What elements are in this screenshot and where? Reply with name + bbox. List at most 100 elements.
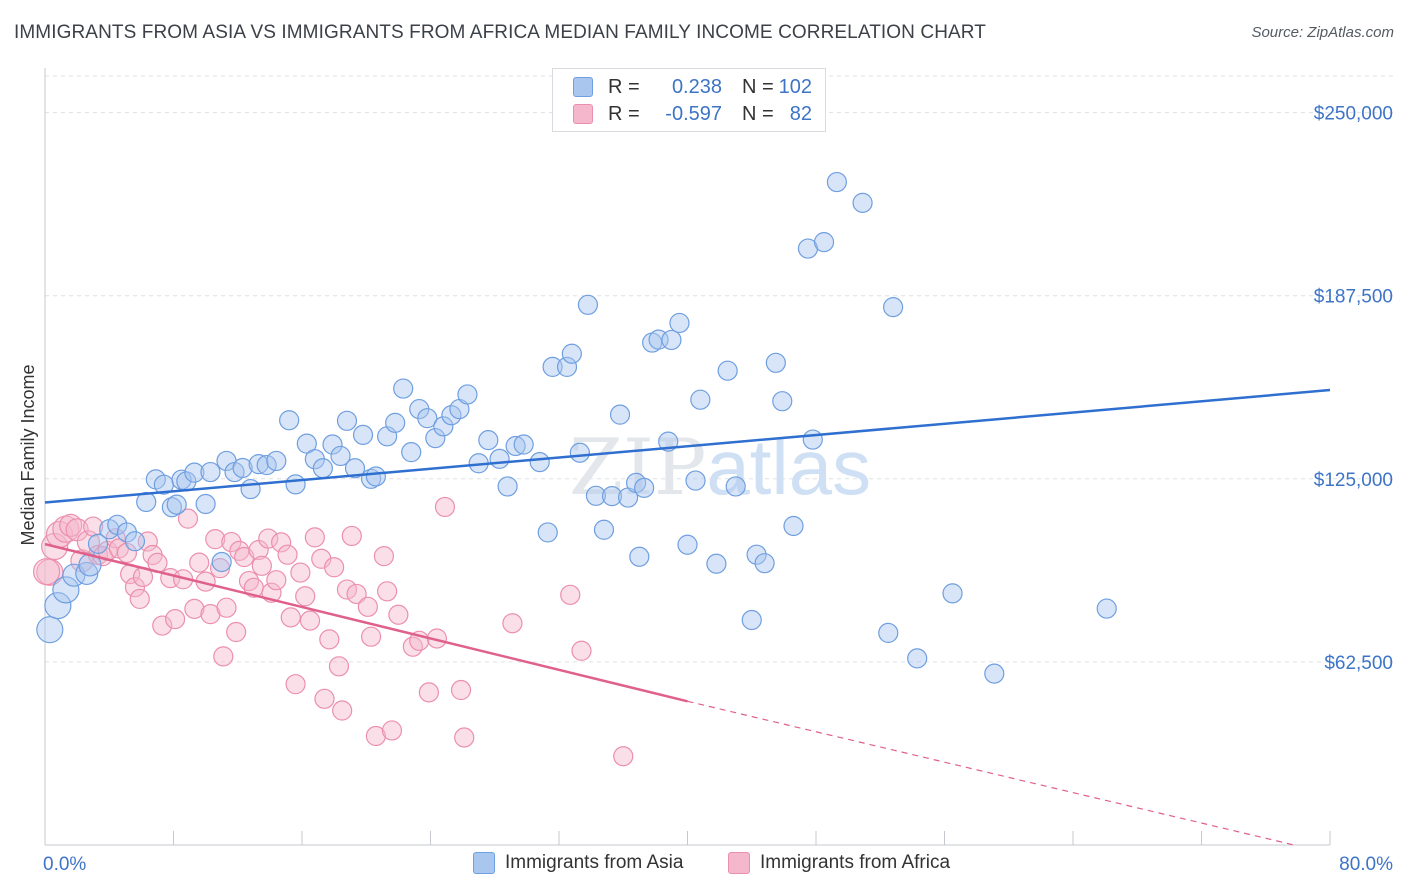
asia-point [609,404,631,425]
africa-point [324,557,345,578]
asia-point [717,360,738,381]
asia-point [725,476,746,497]
asia-point [352,424,374,445]
y-tick-label: $187,500 [1314,287,1393,308]
asia-point [195,493,216,515]
asia-point [248,454,269,475]
africa-point [216,597,237,618]
africa-point [277,544,298,565]
africa-point [388,604,409,625]
africa-point [165,609,186,630]
africa-point [319,629,340,650]
africa-point [314,688,335,709]
asia-point [826,171,847,193]
africa-point [295,586,316,607]
asia-point [813,232,835,253]
africa-point [502,613,523,634]
asia-point [124,531,146,552]
asia-point [417,408,438,429]
asia-point [52,576,80,604]
africa-n-label: N = [742,102,774,125]
asia-point [537,522,558,543]
stats-legend: R = 0.238 N = 102 R = -0.597 N = 82 [552,68,826,132]
asia-point [336,410,358,431]
africa-point [373,546,395,567]
africa-point [613,746,634,767]
asia-point [232,457,253,479]
asia-point [601,485,623,507]
asia-point [669,312,690,334]
africa-r-label: R = [608,102,640,125]
asia-point [772,391,793,412]
asia-point [593,519,615,540]
africa-point [450,679,472,701]
asia-point [489,448,510,469]
asia-point [802,429,823,450]
africa-point [205,529,226,550]
asia-point [330,445,351,467]
asia-point [513,434,534,455]
asia-point [741,609,762,631]
africa-point [213,646,234,667]
legend-asia-label: Immigrants from Asia [505,852,684,873]
africa-point [571,640,592,661]
legend-africa-swatch [728,852,750,874]
africa-point [116,542,138,564]
asia-point [478,430,499,451]
africa-point [251,555,272,576]
asia-point [166,494,187,515]
asia-point [256,454,277,476]
africa-point [152,615,173,636]
asia-point [685,470,706,491]
africa-point [402,636,423,657]
africa-point [129,588,150,610]
africa-point [332,700,353,721]
asia-point [200,461,221,483]
asia-point [184,462,205,483]
africa-point [346,583,367,605]
stats-row-asia: R = 0.238 N = 102 [573,75,812,99]
legend-asia-swatch [473,852,495,874]
axes [44,68,1331,846]
asia-point [279,410,300,431]
asia-point [556,356,578,378]
asia-point [878,622,899,644]
africa-point [280,607,301,628]
africa-point [336,579,358,600]
asia-point [677,534,698,555]
asia-point [585,485,607,506]
asia-point [577,294,599,315]
x-axis-ticks: 0.0% 80.0% [43,854,1393,875]
legend-item-asia[interactable]: Immigrants from Asia [473,852,683,874]
africa-point [454,727,475,748]
africa-point [304,527,325,548]
asia-point [505,435,526,457]
y-tick-label: $125,000 [1314,470,1393,491]
asia-n-label: N = [742,75,774,98]
africa-point [299,610,321,631]
africa-point [124,577,146,598]
africa-point [381,720,403,741]
asia-point [1096,598,1117,619]
africa-swatch [573,104,593,124]
asia-point [852,192,873,213]
africa-point [189,552,210,573]
trend-lines [44,388,1331,846]
y-tick-label: $250,000 [1314,104,1393,125]
africa-point [177,508,199,529]
asia-point [285,474,306,495]
asia-point [942,583,963,604]
asia-r-value: 0.238 [671,75,722,98]
asia-point [746,544,767,565]
legend-item-africa[interactable]: Immigrants from Africa [728,852,950,874]
asia-n-value: 102 [778,75,812,98]
asia-trend-line [44,388,1331,504]
asia-point [907,648,928,669]
asia-swatch [573,77,593,97]
africa-point [290,562,311,583]
africa-point [328,656,350,677]
africa-point [357,596,378,617]
africa-r-value: -0.597 [665,102,722,125]
y-axis-title: Median Family Income [18,364,38,545]
